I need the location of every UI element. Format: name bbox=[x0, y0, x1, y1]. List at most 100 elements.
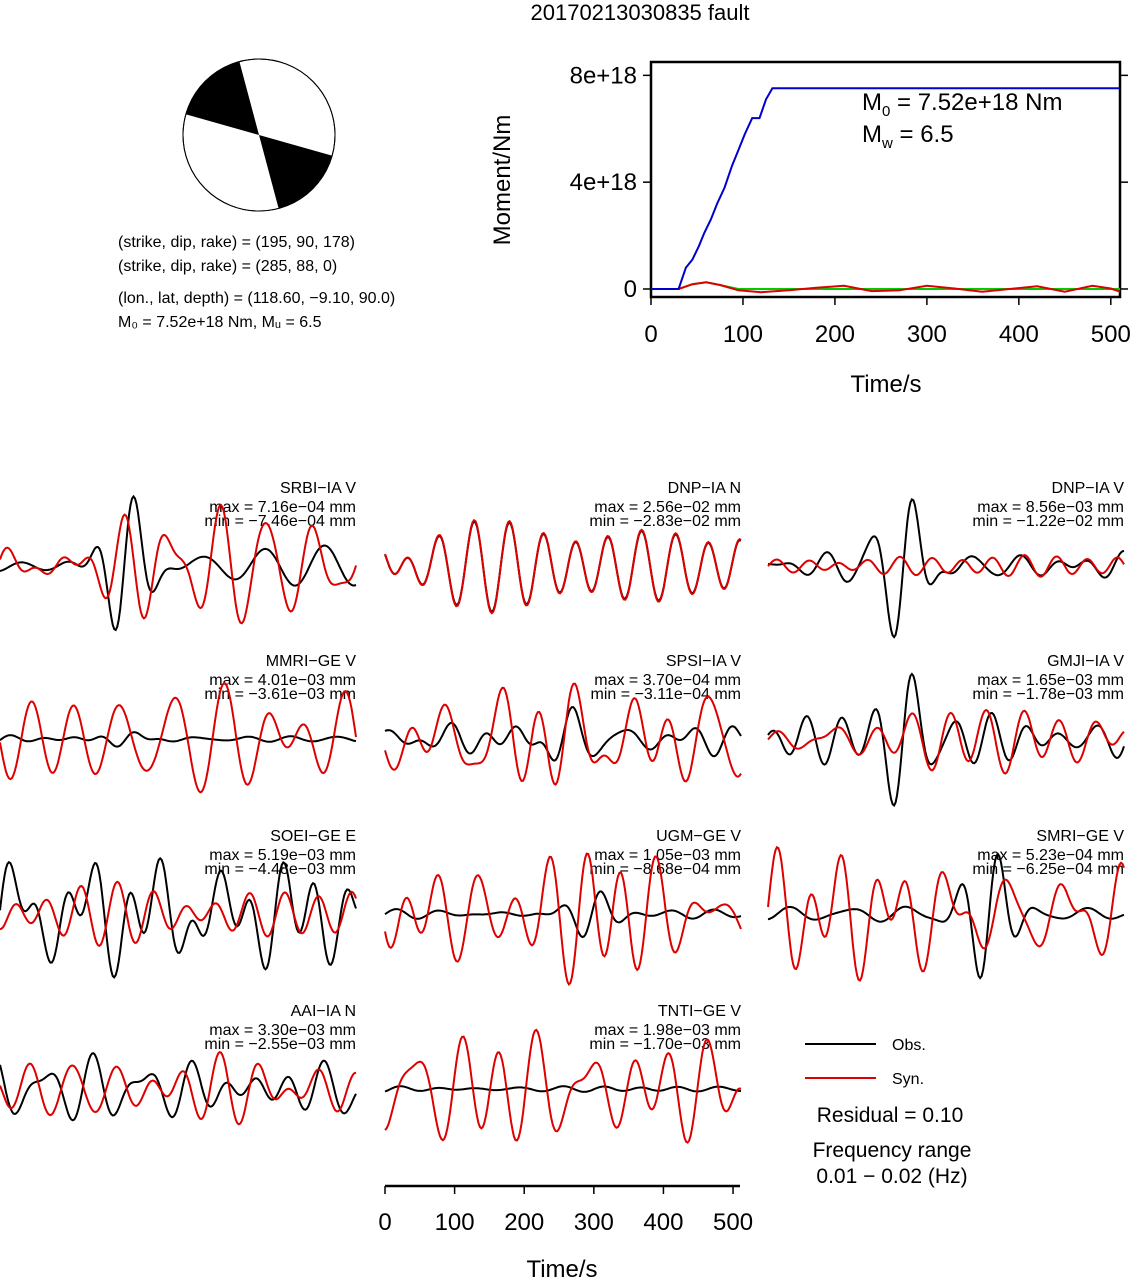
observed-trace bbox=[384, 706, 742, 762]
moment-series-blue bbox=[651, 87, 1120, 290]
moment-x-ticks: 0 100 200 300 400 500 bbox=[644, 297, 1131, 348]
moment-y-axis-label: Moment/Nm bbox=[489, 115, 516, 246]
focal-mechanism-beachball bbox=[182, 58, 336, 212]
min-amplitude: min = −7.46e−04 mm bbox=[204, 513, 356, 530]
station-label: SMRI−GE V bbox=[1036, 828, 1124, 845]
moment-plot-frame bbox=[649, 60, 1122, 299]
station-label: SRBI−IA V bbox=[280, 480, 356, 497]
station-label: AAI−IA N bbox=[291, 1003, 356, 1020]
moment-rate-chart: 0 100 200 300 400 500 0 4e+18 8e+18 Moment/Nm T… bbox=[489, 60, 1131, 398]
observed-trace bbox=[767, 852, 1125, 980]
min-amplitude: min = −1.78e−03 mm bbox=[972, 686, 1124, 703]
station-label: DNP−IA V bbox=[1052, 480, 1125, 497]
moment-x-tick-label: 200 bbox=[815, 321, 855, 348]
figure-title: 20170213030835 fault bbox=[531, 0, 750, 25]
moment-x-tick-label: 400 bbox=[999, 321, 1039, 348]
nodal-plane-1: (strike, dip, rake) = (195, 90, 178) bbox=[118, 234, 355, 251]
moment-y-ticks: 0 4e+18 8e+18 bbox=[570, 62, 1128, 303]
observed-trace bbox=[384, 1085, 742, 1093]
max-amplitude: max = 3.30e−03 mm bbox=[209, 1022, 356, 1039]
max-amplitude: max = 2.56e−02 mm bbox=[594, 499, 741, 516]
min-amplitude: min = −1.22e−02 mm bbox=[972, 513, 1124, 530]
observed-trace bbox=[0, 494, 357, 632]
max-amplitude: max = 4.01e−03 mm bbox=[209, 672, 356, 689]
station-label: SPSI−IA V bbox=[666, 653, 741, 670]
max-amplitude: max = 5.19e−03 mm bbox=[209, 847, 356, 864]
moment-magnitude-summary: M₀ = 7.52e+18 Nm, Mᵤ = 6.5 bbox=[118, 314, 322, 331]
synthetic-trace bbox=[767, 845, 1125, 982]
max-amplitude: max = 1.65e−03 mm bbox=[977, 672, 1124, 689]
synthetic-trace bbox=[0, 503, 357, 625]
waveform-x-tick-label: 200 bbox=[504, 1209, 544, 1236]
min-amplitude: min = −1.70e−03 mm bbox=[589, 1036, 741, 1053]
waveform-x-axis-label: Time/s bbox=[526, 1256, 597, 1281]
legend-synthetic-label: Syn. bbox=[892, 1071, 924, 1088]
synthetic-trace bbox=[767, 554, 1125, 578]
waveform-x-tick-label: 0 bbox=[378, 1209, 391, 1236]
moment-x-tick-label: 500 bbox=[1091, 321, 1131, 348]
synthetic-trace bbox=[384, 852, 742, 987]
moment-series bbox=[651, 87, 1121, 294]
synthetic-trace bbox=[384, 518, 742, 615]
waveform-x-tick-label: 400 bbox=[643, 1209, 683, 1236]
observed-trace bbox=[0, 1052, 357, 1122]
min-amplitude: min = −2.55e−03 mm bbox=[204, 1036, 356, 1053]
max-amplitude: max = 5.23e−04 mm bbox=[977, 847, 1124, 864]
moment-x-tick-label: 100 bbox=[723, 321, 763, 348]
min-amplitude: min = −3.61e−03 mm bbox=[204, 686, 356, 703]
waveform-legend: Obs. Syn. Residual = 0.10 Frequency rang… bbox=[805, 1037, 971, 1188]
station-label: SOEI−GE E bbox=[270, 828, 356, 845]
synthetic-trace bbox=[0, 880, 357, 947]
max-amplitude: max = 3.70e−04 mm bbox=[594, 672, 741, 689]
min-amplitude: min = −6.25e−04 mm bbox=[972, 861, 1124, 878]
min-amplitude: min = −2.83e−02 mm bbox=[589, 513, 741, 530]
moment-y-tick-label: 4e+18 bbox=[570, 169, 637, 196]
observed-trace bbox=[384, 890, 742, 939]
moment-x-tick-label: 0 bbox=[644, 321, 657, 348]
min-amplitude: min = −3.11e−04 mm bbox=[591, 686, 741, 703]
waveform-x-tick-label: 100 bbox=[435, 1209, 475, 1236]
moment-annotation-mw: Mw = 6.5 bbox=[862, 121, 954, 152]
synthetic-trace bbox=[384, 682, 742, 786]
mechanism-parameters: (strike, dip, rake) = (195, 90, 178) (st… bbox=[118, 234, 395, 331]
observed-trace bbox=[767, 672, 1125, 807]
max-amplitude: max = 7.16e−04 mm bbox=[209, 499, 356, 516]
min-amplitude: min = −8.68e−04 mm bbox=[589, 861, 741, 878]
frequency-range-title: Frequency range bbox=[813, 1139, 972, 1162]
station-label: UGM−GE V bbox=[656, 828, 741, 845]
waveform-time-axis: 0 100 200 300 400 500 Time/s bbox=[378, 1184, 753, 1281]
synthetic-trace bbox=[0, 682, 357, 794]
residual-value: Residual = 0.10 bbox=[817, 1104, 964, 1127]
max-amplitude: max = 1.05e−03 mm bbox=[594, 847, 741, 864]
max-amplitude: max = 8.56e−03 mm bbox=[977, 499, 1124, 516]
moment-y-tick-label: 0 bbox=[624, 276, 637, 303]
waveform-x-tick-label: 500 bbox=[713, 1209, 753, 1236]
max-amplitude: max = 1.98e−03 mm bbox=[594, 1022, 741, 1039]
station-label: TNTI−GE V bbox=[658, 1003, 741, 1020]
synthetic-trace bbox=[0, 1050, 357, 1126]
waveform-x-ticks: 0 100 200 300 400 500 bbox=[378, 1186, 753, 1236]
synthetic-trace bbox=[384, 1028, 742, 1144]
station-label: DNP−IA N bbox=[668, 480, 741, 497]
moment-series-red bbox=[651, 281, 1121, 294]
moment-y-tick-label: 8e+18 bbox=[570, 62, 637, 89]
observed-trace bbox=[0, 731, 357, 748]
nodal-plane-2: (strike, dip, rake) = (285, 88, 0) bbox=[118, 258, 337, 275]
waveform-x-tick-label: 300 bbox=[574, 1209, 614, 1236]
station-label: GMJI−IA V bbox=[1047, 653, 1124, 670]
legend-observed-label: Obs. bbox=[892, 1037, 926, 1054]
moment-x-tick-label: 300 bbox=[907, 321, 947, 348]
station-label: MMRI−GE V bbox=[266, 653, 357, 670]
synthetic-trace bbox=[767, 708, 1125, 775]
